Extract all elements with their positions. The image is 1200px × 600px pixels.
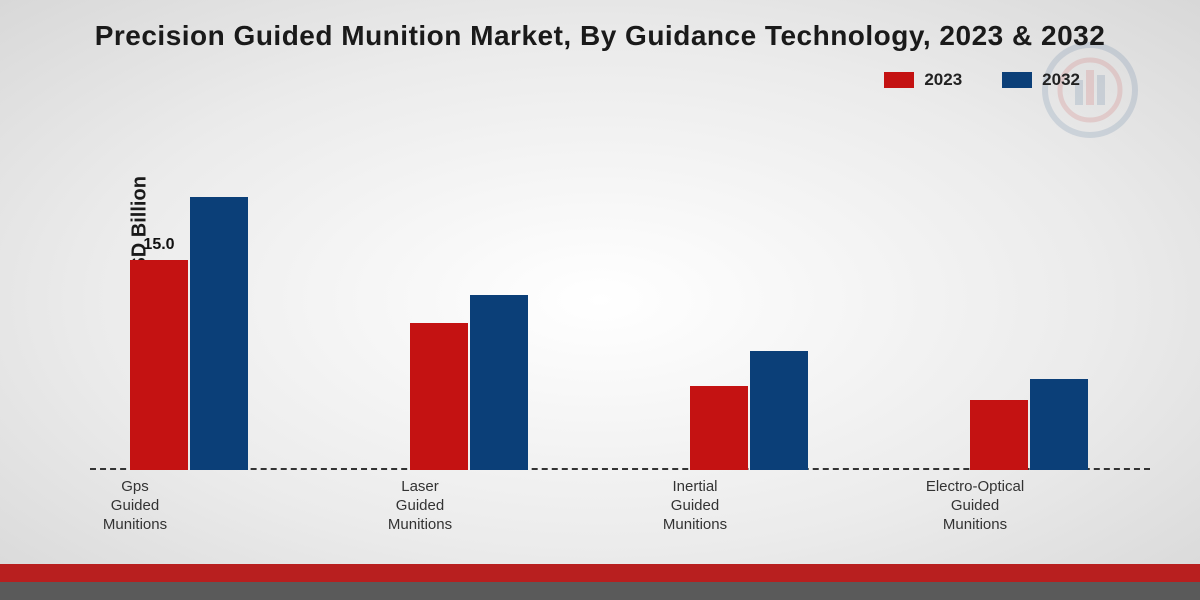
- chart-title: Precision Guided Munition Market, By Gui…: [0, 20, 1200, 52]
- legend-item-2023: 2023: [884, 70, 962, 90]
- footer-bar-gray: [0, 582, 1200, 600]
- legend: 2023 2032: [884, 70, 1080, 90]
- x-axis-category-label: Inertial Guided Munitions: [663, 478, 727, 534]
- bar-group: [410, 295, 528, 470]
- bar-2032: [1030, 379, 1088, 470]
- plot-area: 15.0: [90, 120, 1150, 470]
- legend-item-2032: 2032: [1002, 70, 1080, 90]
- bar-2032: [470, 295, 528, 470]
- bar-2023: [690, 386, 748, 470]
- bar-2032: [190, 197, 248, 470]
- bar-2023: [130, 260, 188, 470]
- footer-bar-red: [0, 564, 1200, 582]
- x-axis-category-label: Laser Guided Munitions: [388, 478, 452, 534]
- x-axis-category-label: Gps Guided Munitions: [103, 478, 167, 534]
- bar-2023: [970, 400, 1028, 470]
- legend-swatch-2023: [884, 72, 914, 88]
- legend-label-2023: 2023: [924, 70, 962, 90]
- bar-group: [690, 351, 808, 470]
- bar-2032: [750, 351, 808, 470]
- x-axis-category-label: Electro-Optical Guided Munitions: [926, 478, 1024, 534]
- bar-group: [970, 379, 1088, 470]
- legend-swatch-2032: [1002, 72, 1032, 88]
- legend-label-2032: 2032: [1042, 70, 1080, 90]
- bar-group: [130, 197, 248, 470]
- bar-2023: [410, 323, 468, 470]
